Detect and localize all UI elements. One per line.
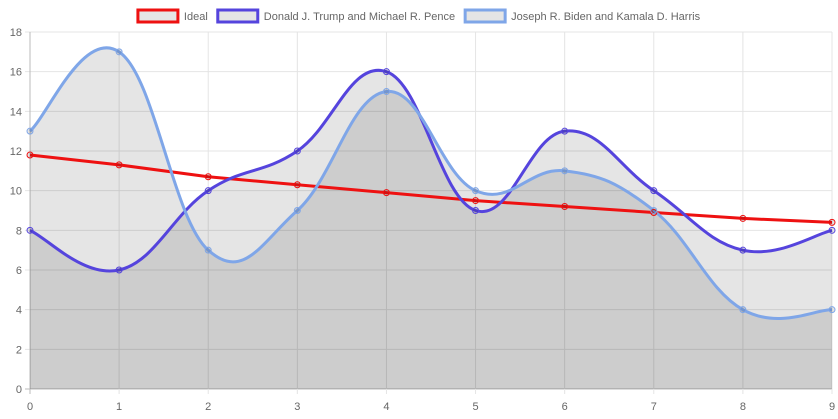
series-line <box>29 68 833 273</box>
data-point <box>26 127 34 135</box>
x-tick-label: 5 <box>472 401 478 413</box>
series-area <box>30 47 832 389</box>
legend-swatch <box>463 8 507 24</box>
legend-item: Ideal <box>136 8 208 24</box>
legend-label: Donald J. Trump and Michael R. Pence <box>264 11 455 23</box>
data-point <box>204 246 212 254</box>
legend-item: Joseph R. Biden and Kamala D. Harris <box>463 8 701 24</box>
data-point <box>26 151 34 159</box>
data-point <box>293 147 301 155</box>
x-tick-label: 6 <box>562 401 568 413</box>
y-tick-label: 2 <box>16 344 22 356</box>
data-point <box>472 207 480 214</box>
area-fills <box>30 47 832 389</box>
data-point <box>382 88 390 95</box>
data-point <box>739 306 747 314</box>
y-tick-label: 6 <box>16 265 22 277</box>
data-point <box>382 189 390 197</box>
data-point <box>472 197 480 205</box>
legend-label: Joseph R. Biden and Kamala D. Harris <box>511 11 700 23</box>
data-point <box>293 181 301 189</box>
series-line <box>29 153 833 224</box>
x-tick-label: 7 <box>651 401 657 413</box>
data-point <box>115 266 123 274</box>
y-tick-label: 16 <box>10 67 22 79</box>
data-point <box>739 246 747 254</box>
data-point <box>204 173 212 181</box>
y-tick-label: 8 <box>16 225 22 237</box>
data-point <box>561 167 569 175</box>
series-area <box>30 70 832 389</box>
x-tick-label: 2 <box>205 401 211 413</box>
data-point <box>828 226 836 234</box>
series-line <box>28 46 833 320</box>
data-point <box>115 48 123 56</box>
data-point <box>204 187 212 195</box>
data-point <box>650 207 658 214</box>
y-tick-label: 10 <box>10 186 22 198</box>
y-tick-label: 18 <box>10 27 22 39</box>
x-tick-label: 9 <box>829 401 835 413</box>
data-point <box>650 187 658 195</box>
data-point <box>739 214 747 222</box>
legend-swatch <box>136 8 180 24</box>
y-tick-label: 12 <box>10 146 22 158</box>
data-point <box>561 203 569 211</box>
x-tick-label: 1 <box>116 401 122 413</box>
data-point <box>828 218 836 226</box>
data-point <box>561 127 569 135</box>
data-points <box>26 48 836 314</box>
data-point <box>472 187 480 195</box>
y-tick-label: 4 <box>16 305 22 317</box>
data-point <box>828 306 836 314</box>
x-tick-label: 4 <box>383 401 389 413</box>
x-tick-label: 8 <box>740 401 746 413</box>
y-tick-label: 0 <box>16 384 22 396</box>
data-point <box>650 208 658 216</box>
legend-swatch <box>216 8 260 24</box>
y-tick-label: 14 <box>10 106 22 118</box>
data-point <box>26 226 34 234</box>
legend-label: Ideal <box>184 11 208 23</box>
data-point <box>115 161 123 169</box>
x-tick-label: 3 <box>294 401 300 413</box>
series-lines <box>28 46 833 320</box>
legend: Ideal Donald J. Trump and Michael R. Penc… <box>136 8 701 24</box>
data-point <box>382 68 390 76</box>
legend-item: Donald J. Trump and Michael R. Pence <box>216 8 455 24</box>
x-tick-label: 0 <box>27 401 33 413</box>
data-point <box>293 207 301 214</box>
